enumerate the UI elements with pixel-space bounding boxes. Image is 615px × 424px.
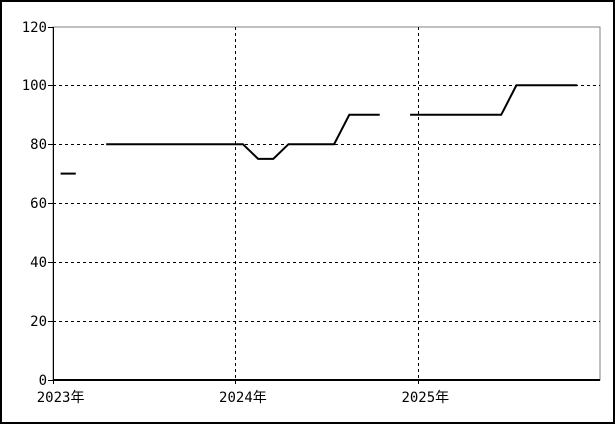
series-line-segment	[410, 84, 578, 116]
y-tick-label: 20	[30, 314, 47, 330]
y-tick-label: 60	[30, 196, 47, 212]
x-tick-label: 2024年	[219, 390, 267, 406]
x-tick-label: 2025年	[401, 390, 449, 406]
y-tick-label: 100	[22, 78, 47, 94]
y-tick-label: 0	[39, 373, 47, 389]
x-tick-label: 2023年	[37, 390, 85, 406]
y-tick-label: 80	[30, 137, 47, 153]
y-tick-label: 120	[22, 20, 47, 36]
series-line-segment	[106, 113, 380, 160]
y-tick-label: 40	[30, 255, 47, 271]
